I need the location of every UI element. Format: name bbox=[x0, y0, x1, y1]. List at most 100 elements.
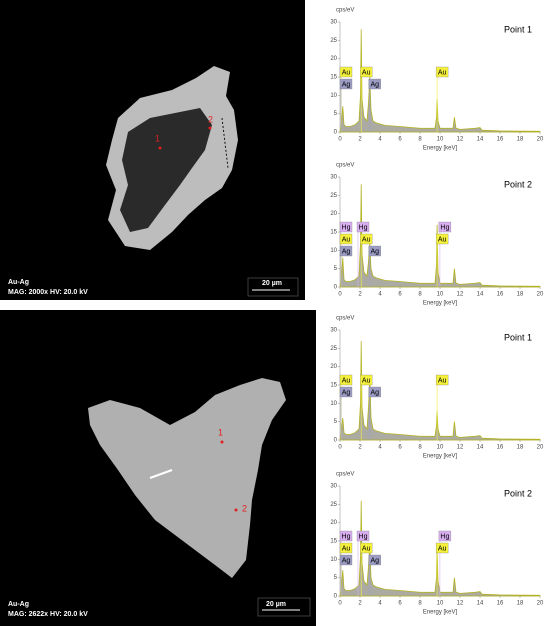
y-tick-label: 10 bbox=[330, 93, 337, 99]
y-tick-label: 5 bbox=[334, 419, 338, 425]
x-tick-label: 16 bbox=[497, 445, 504, 451]
peak-label-box bbox=[339, 530, 353, 542]
point-label: 1 bbox=[218, 427, 223, 437]
y-tick-label: 25 bbox=[330, 346, 337, 352]
y-axis-label: cps/eV bbox=[336, 316, 354, 322]
x-tick-label: 8 bbox=[418, 601, 422, 607]
peak-label: Au bbox=[438, 236, 447, 243]
chart-title: Point 1 bbox=[504, 24, 532, 34]
peak-label: Au bbox=[362, 545, 371, 552]
x-axis-label: Energy [keV] bbox=[423, 610, 458, 616]
peak-label-box bbox=[435, 233, 449, 245]
y-tick-label: 25 bbox=[330, 193, 337, 199]
x-axis-label: Energy [keV] bbox=[423, 301, 458, 307]
peak-label-box bbox=[435, 374, 449, 386]
y-tick-label: 0 bbox=[334, 285, 338, 291]
y-tick-label: 15 bbox=[330, 383, 337, 389]
x-tick-label: 4 bbox=[378, 292, 382, 298]
peak-label-box bbox=[360, 374, 373, 386]
peak-label: Ag bbox=[342, 389, 351, 396]
x-axis-label: Energy [keV] bbox=[423, 454, 458, 460]
x-tick-label: 20 bbox=[537, 601, 544, 607]
point-marker bbox=[220, 440, 224, 444]
point-label: 2 bbox=[242, 503, 247, 513]
peak-label: Au bbox=[438, 377, 447, 384]
peak-label: Hg bbox=[440, 533, 449, 540]
crack bbox=[149, 469, 173, 479]
peak-label: Ag bbox=[371, 81, 380, 88]
y-tick-label: 15 bbox=[330, 539, 337, 545]
y-tick-label: 0 bbox=[334, 594, 338, 600]
x-tick-label: 20 bbox=[537, 292, 544, 298]
x-tick-label: 10 bbox=[437, 137, 444, 143]
y-tick-label: 15 bbox=[330, 230, 337, 236]
x-tick-label: 12 bbox=[457, 292, 464, 298]
peak-label-box bbox=[339, 66, 353, 78]
x-tick-label: 2 bbox=[358, 445, 362, 451]
peak-label-box bbox=[339, 78, 353, 90]
peak-label: Ag bbox=[371, 248, 380, 255]
x-tick-label: 8 bbox=[418, 137, 422, 143]
y-tick-label: 5 bbox=[334, 266, 338, 272]
peak-label: Au bbox=[362, 69, 371, 76]
y-tick-label: 5 bbox=[334, 111, 338, 117]
peak-label-box bbox=[368, 245, 381, 257]
peak-label: Ag bbox=[342, 81, 351, 88]
x-tick-label: 10 bbox=[437, 292, 444, 298]
x-tick-label: 2 bbox=[358, 137, 362, 143]
point-marker bbox=[158, 146, 162, 150]
y-tick-label: 15 bbox=[330, 75, 337, 81]
x-tick-label: 0 bbox=[338, 292, 342, 298]
peak-label-box bbox=[360, 233, 373, 245]
peak-label-box bbox=[435, 66, 449, 78]
x-tick-label: 8 bbox=[418, 445, 422, 451]
x-tick-label: 10 bbox=[437, 601, 444, 607]
scale-box bbox=[257, 597, 311, 617]
x-tick-label: 20 bbox=[537, 445, 544, 451]
y-tick-label: 25 bbox=[330, 502, 337, 508]
y-tick-label: 10 bbox=[330, 248, 337, 254]
spectrum bbox=[339, 500, 541, 597]
x-tick-label: 6 bbox=[398, 601, 402, 607]
x-tick-label: 0 bbox=[338, 137, 342, 143]
peak-label: Hg bbox=[359, 533, 368, 540]
spectrum bbox=[339, 29, 541, 133]
peak-label: Au bbox=[342, 69, 351, 76]
x-tick-label: 0 bbox=[338, 601, 342, 607]
x-axis-label: Energy [keV] bbox=[423, 146, 458, 152]
y-tick-label: 10 bbox=[330, 401, 337, 407]
scale-label: 20 µm bbox=[266, 601, 286, 608]
sem-image: 1 2 Au-Ag MAG: 2000x HV: 20.0 kV 20 µm bbox=[0, 0, 305, 300]
sem-image: 1 2 Au-Ag MAG: 2622x HV: 20.0 kV 20 µm bbox=[0, 310, 316, 626]
peak-label: Au bbox=[362, 236, 371, 243]
y-tick-label: 20 bbox=[330, 364, 337, 370]
x-tick-label: 6 bbox=[398, 137, 402, 143]
particle bbox=[88, 378, 286, 578]
peak-label-box bbox=[438, 221, 452, 233]
peak-label-box bbox=[368, 554, 381, 566]
x-tick-label: 18 bbox=[517, 601, 524, 607]
x-tick-label: 2 bbox=[358, 292, 362, 298]
peak-label: Ag bbox=[342, 557, 351, 564]
scale-box bbox=[247, 277, 299, 297]
x-tick-label: 20 bbox=[537, 137, 544, 143]
x-tick-label: 14 bbox=[477, 292, 484, 298]
peak-label: Ag bbox=[371, 557, 380, 564]
peak-label-box bbox=[339, 233, 353, 245]
chart-title: Point 2 bbox=[504, 488, 532, 498]
x-tick-label: 18 bbox=[517, 445, 524, 451]
peak-label: Hg bbox=[342, 224, 351, 231]
peak-label-box bbox=[356, 221, 370, 233]
peak-label-box bbox=[339, 245, 353, 257]
peak-label-box bbox=[435, 542, 449, 554]
y-tick-label: 20 bbox=[330, 56, 337, 62]
x-tick-label: 10 bbox=[437, 445, 444, 451]
spectrum bbox=[339, 340, 541, 441]
y-tick-label: 0 bbox=[334, 438, 338, 444]
peak-label: Hg bbox=[359, 224, 368, 231]
y-tick-label: 20 bbox=[330, 211, 337, 217]
peak-label-box bbox=[368, 78, 381, 90]
line-scan bbox=[221, 117, 229, 169]
y-tick-label: 5 bbox=[334, 575, 338, 581]
peak-label-box bbox=[339, 221, 353, 233]
